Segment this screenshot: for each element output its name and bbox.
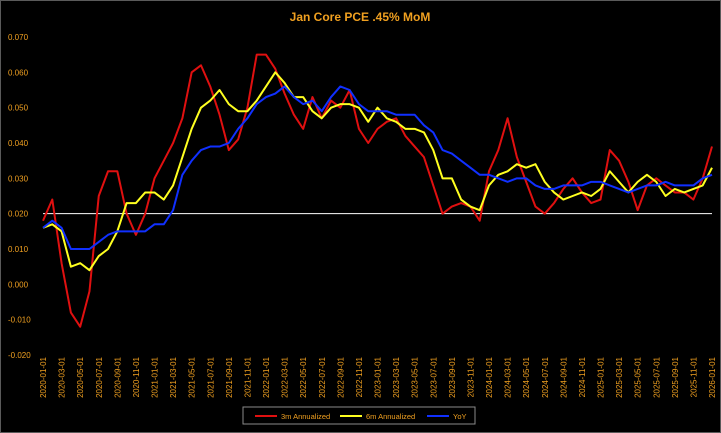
series-line-3m-annualized [42,53,713,328]
x-tick-label: 2022-05-01 [299,356,308,397]
x-tick-label: 2020-07-01 [95,356,104,397]
x-tick-label: 2025-05-01 [634,356,643,397]
x-tick-label: 2023-05-01 [411,356,420,397]
legend-label-6m-annualized: 6m Annualized [366,412,415,421]
y-tick-label: 0.070 [8,33,29,42]
x-tick-label: 2020-01-01 [39,356,48,397]
x-tick-label: 2024-03-01 [504,356,513,397]
x-tick-label: 2024-11-01 [578,356,587,397]
y-tick-label: 0.050 [8,104,29,113]
series-line-yoy [42,85,713,250]
x-tick-label: 2025-01-01 [597,356,606,397]
x-tick-label: 2022-01-01 [262,356,271,397]
x-tick-label: 2026-01-01 [708,356,717,397]
y-tick-label: 0.010 [8,245,29,254]
x-axis: 2020-01-01 2020-03-01 2020-05-01 2020-07-01… [39,356,717,397]
x-tick-label: 2020-05-01 [76,356,85,397]
series-group [42,53,713,328]
x-tick-label: 2021-09-01 [225,356,234,397]
x-tick-label: 2020-11-01 [132,356,141,397]
x-tick-label: 2020-03-01 [58,356,67,397]
x-tick-label: 2021-01-01 [151,356,160,397]
x-tick-label: 2023-07-01 [429,356,438,397]
legend-label-yoy: YoY [453,412,467,421]
y-tick-label: 0.020 [8,210,29,219]
y-tick-label: 0.040 [8,139,29,148]
x-tick-label: 2024-05-01 [522,356,531,397]
y-tick-label: 0.000 [8,280,29,289]
x-tick-label: 2023-03-01 [392,356,401,397]
x-tick-label: 2025-03-01 [615,356,624,397]
series-line-6m-annualized [42,71,713,272]
x-tick-label: 2022-07-01 [318,356,327,397]
y-tick-label: -0.010 [8,316,31,325]
x-tick-label: 2024-01-01 [485,356,494,397]
x-tick-label: 2025-07-01 [652,356,661,397]
x-tick-label: 2021-05-01 [188,356,197,397]
x-tick-label: 2024-07-01 [541,356,550,397]
y-axis: 0.070 0.060 0.050 0.040 0.030 0.020 0.010 0.000… [8,33,31,360]
x-tick-label: 2023-09-01 [448,356,457,397]
legend-label-3m-annualized: 3m Annualized [281,412,330,421]
x-tick-label: 2025-11-01 [689,356,698,397]
y-tick-label: -0.020 [8,351,31,360]
x-tick-label: 2023-01-01 [374,356,383,397]
legend: 3m Annualized 6m Annualized YoY [242,406,476,425]
x-tick-label: 2022-03-01 [281,356,290,397]
x-tick-label: 2023-11-01 [466,356,475,397]
x-tick-label: 2022-09-01 [336,356,345,397]
x-tick-label: 2025-09-01 [671,356,680,397]
x-tick-label: 2021-07-01 [206,356,215,397]
x-tick-label: 2024-09-01 [559,356,568,397]
y-tick-label: 0.030 [8,174,29,183]
x-tick-label: 2020-09-01 [113,356,122,397]
x-tick-label: 2022-11-01 [355,356,364,397]
y-tick-label: 0.060 [8,68,29,77]
x-tick-label: 2021-03-01 [169,356,178,397]
chart-title: Jan Core PCE .45% MoM [290,10,431,24]
x-tick-label: 2021-11-01 [243,356,252,397]
